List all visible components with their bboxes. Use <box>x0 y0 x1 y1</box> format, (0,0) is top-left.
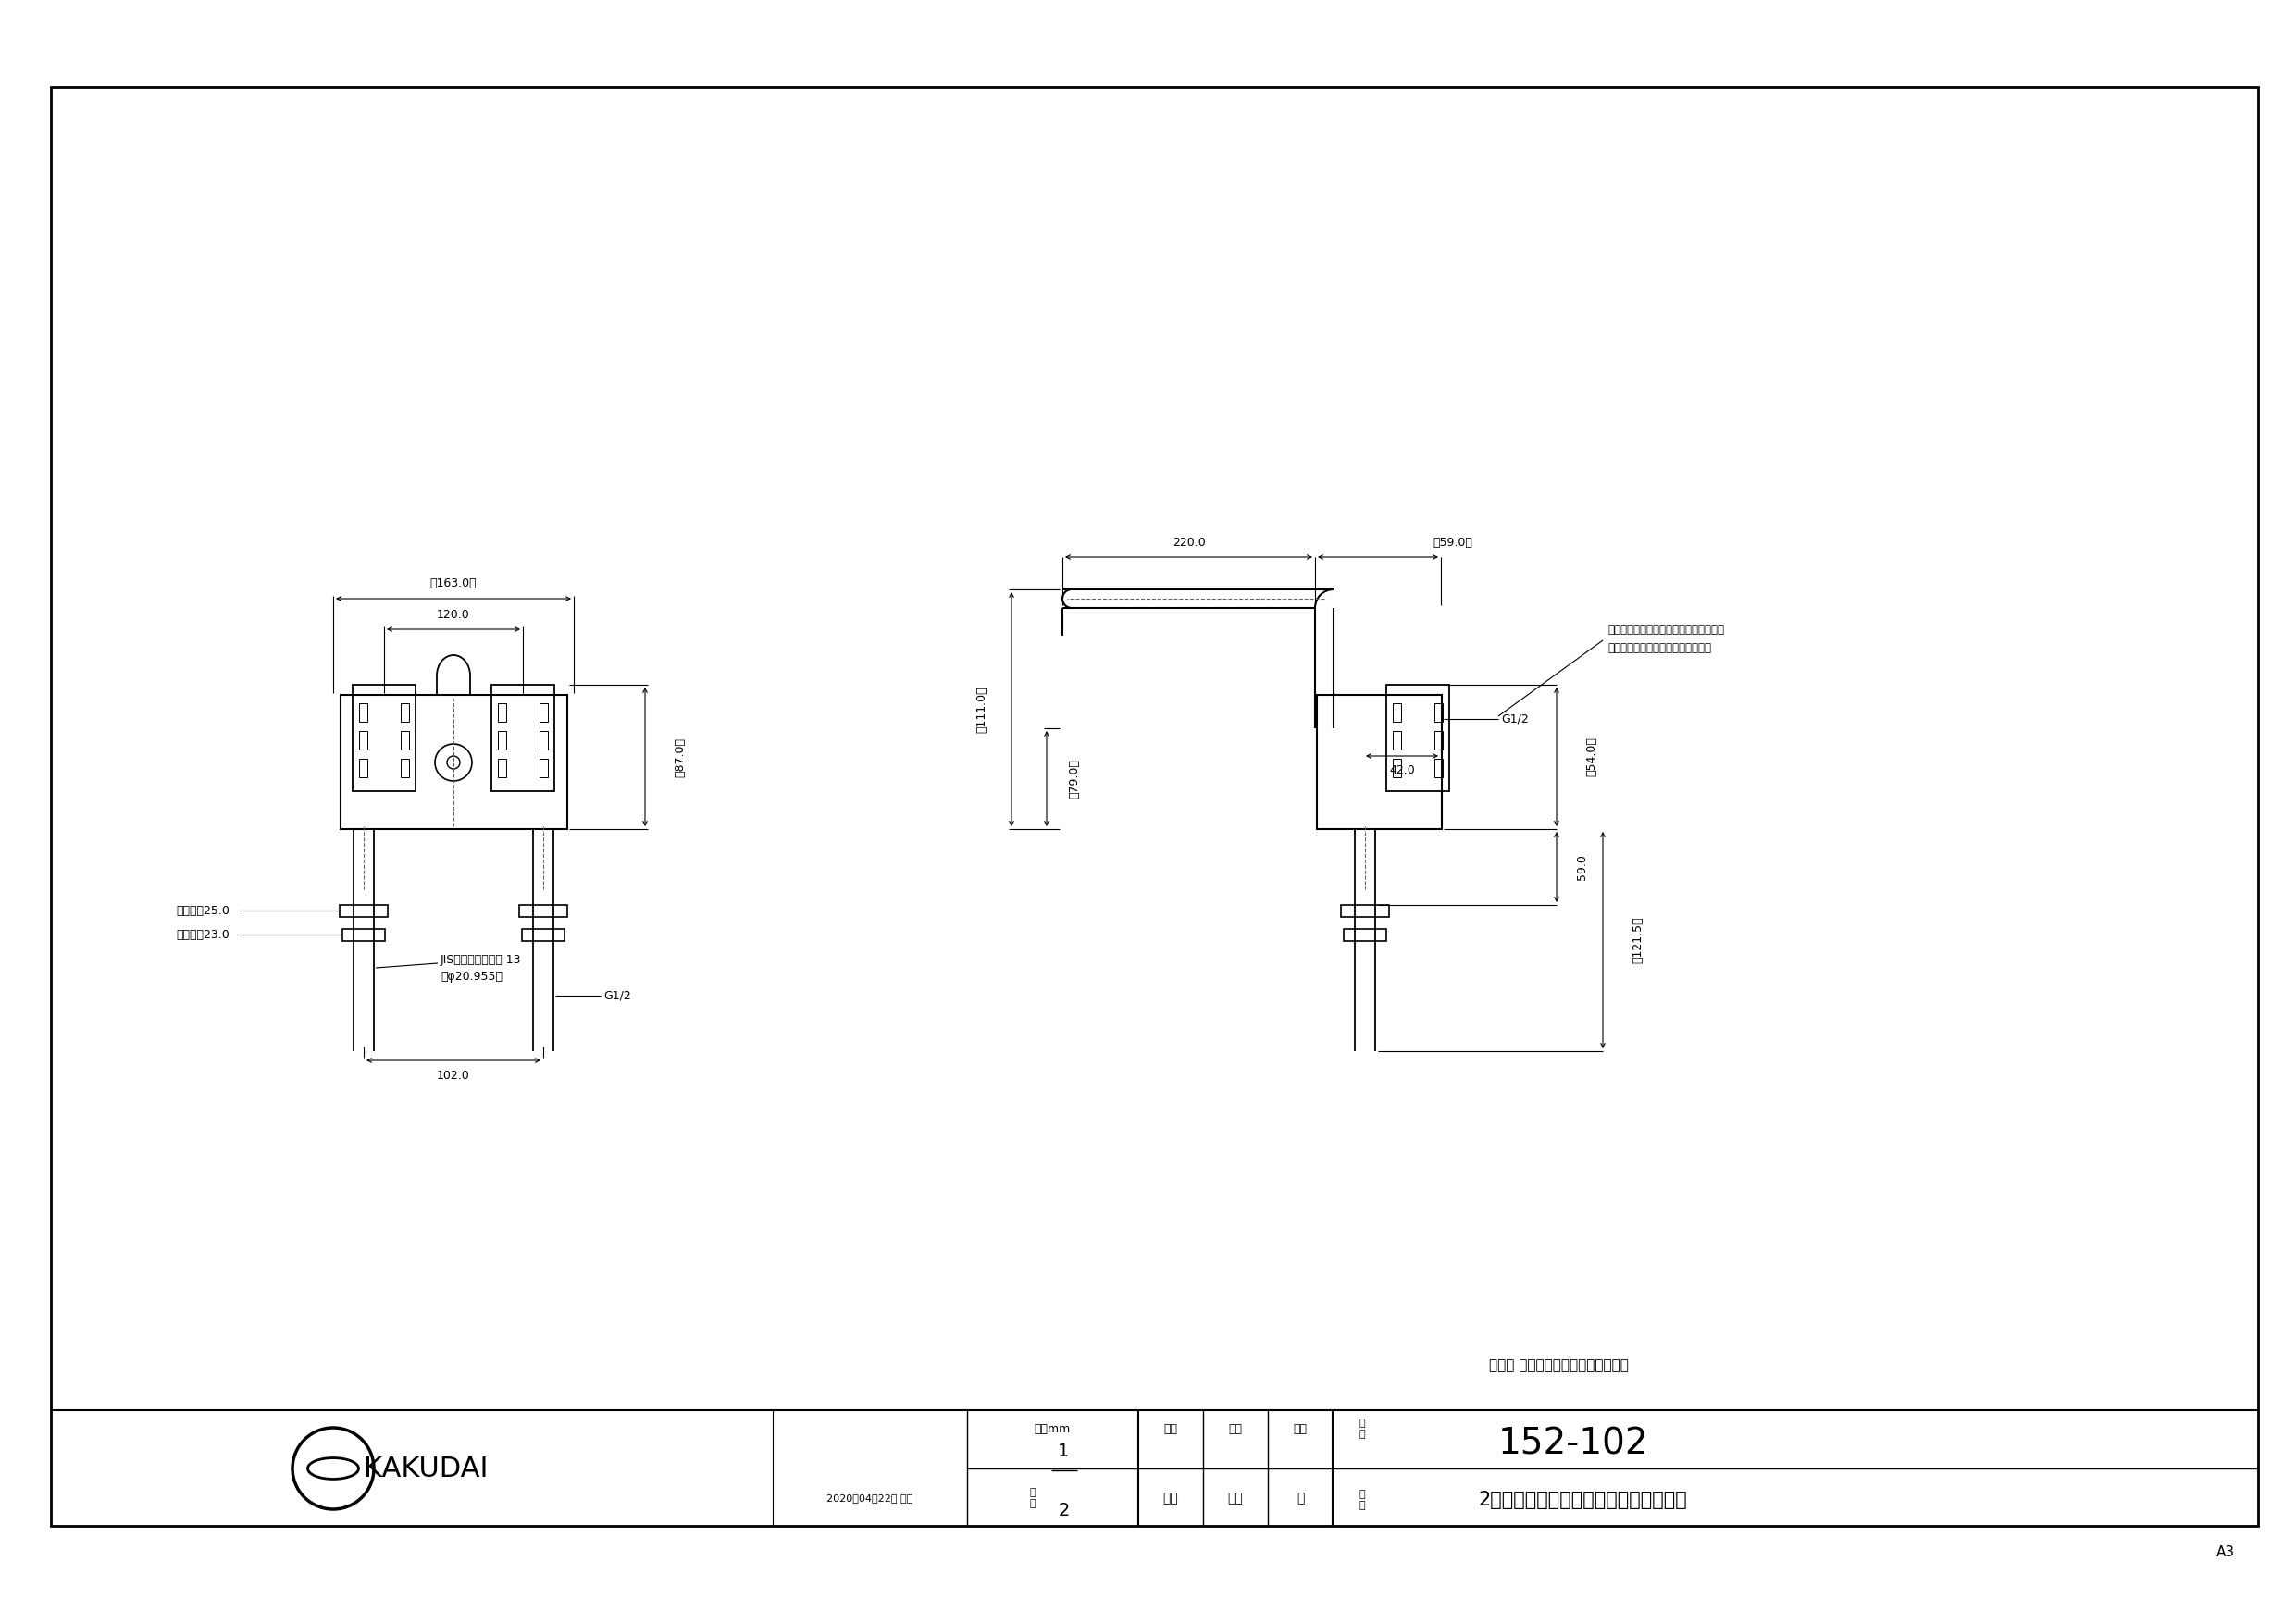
Bar <box>540 760 549 777</box>
Text: （79.0）: （79.0） <box>1068 760 1081 799</box>
Text: JIS給水栓取付ねじ 13: JIS給水栓取付ねじ 13 <box>441 954 521 966</box>
Text: KAKUDAI: KAKUDAI <box>363 1456 489 1482</box>
Bar <box>491 685 553 790</box>
Text: 1: 1 <box>1058 1443 1070 1461</box>
Bar <box>1318 695 1442 829</box>
Bar <box>402 703 409 722</box>
Bar <box>354 685 416 790</box>
Text: 220.0: 220.0 <box>1173 536 1205 549</box>
Text: 検図: 検図 <box>1228 1423 1242 1435</box>
Text: 品
番: 品 番 <box>1359 1419 1366 1438</box>
Text: 注：（ ）内寸法は参考寸法である。: 注：（ ）内寸法は参考寸法である。 <box>1490 1358 1628 1373</box>
Bar <box>498 703 505 722</box>
Text: （111.0）: （111.0） <box>976 687 987 732</box>
Text: 祝: 祝 <box>1297 1492 1304 1505</box>
Text: 2: 2 <box>1058 1503 1070 1519</box>
Text: （シャワセットは本付図書参照。）: （シャワセットは本付図書参照。） <box>1607 641 1711 654</box>
Text: 承認: 承認 <box>1293 1423 1306 1435</box>
Bar <box>402 730 409 750</box>
Bar <box>1435 730 1442 750</box>
Bar <box>1394 760 1401 777</box>
Text: 2ハンドルシャワー混合栓（一時止水）: 2ハンドルシャワー混合栓（一時止水） <box>1479 1490 1688 1509</box>
Bar <box>1394 703 1401 722</box>
Bar <box>358 730 367 750</box>
Bar <box>358 760 367 777</box>
Text: 59.0: 59.0 <box>1577 854 1589 880</box>
Bar <box>1341 906 1389 917</box>
Text: この部分にシャワセットを取付けます。: この部分にシャワセットを取付けます。 <box>1607 623 1724 635</box>
Text: G1/2: G1/2 <box>604 990 631 1001</box>
Text: （φ20.955）: （φ20.955） <box>441 971 503 982</box>
Text: （54.0）: （54.0） <box>1587 737 1598 777</box>
Text: 102.0: 102.0 <box>436 1070 471 1081</box>
Bar <box>498 730 505 750</box>
Text: G1/2: G1/2 <box>1502 712 1529 725</box>
Text: 製図: 製図 <box>1164 1423 1178 1435</box>
Bar <box>1394 730 1401 750</box>
Text: 152-102: 152-102 <box>1497 1427 1649 1462</box>
Text: （87.0）: （87.0） <box>675 737 687 777</box>
Text: 42.0: 42.0 <box>1389 764 1414 777</box>
Bar <box>498 760 505 777</box>
Bar <box>540 703 549 722</box>
Text: 寒川: 寒川 <box>1228 1492 1242 1505</box>
Text: 2020年04月22日 作成: 2020年04月22日 作成 <box>827 1493 914 1503</box>
Text: 六角外径25.0: 六角外径25.0 <box>177 904 230 917</box>
Bar <box>1343 928 1387 941</box>
Bar <box>51 88 2257 1526</box>
Bar <box>1387 685 1449 790</box>
Text: 単位mm: 単位mm <box>1035 1423 1070 1435</box>
Bar <box>340 695 567 829</box>
Bar <box>340 906 388 917</box>
Text: 120.0: 120.0 <box>436 609 471 620</box>
Text: 尺
度: 尺 度 <box>1029 1488 1035 1508</box>
Text: （163.0）: （163.0） <box>429 578 478 589</box>
Text: 品
名: 品 名 <box>1359 1490 1366 1509</box>
Text: （121.5）: （121.5） <box>1632 917 1644 964</box>
Bar <box>540 730 549 750</box>
Text: （59.0）: （59.0） <box>1433 536 1472 549</box>
Bar <box>519 906 567 917</box>
Text: A3: A3 <box>2216 1545 2234 1558</box>
Text: 六角外径23.0: 六角外径23.0 <box>177 928 230 941</box>
Bar <box>342 928 386 941</box>
Bar <box>1435 703 1442 722</box>
Text: 岩藤: 岩藤 <box>1162 1492 1178 1505</box>
Bar <box>358 703 367 722</box>
Bar <box>521 928 565 941</box>
Bar <box>402 760 409 777</box>
Bar <box>1435 760 1442 777</box>
